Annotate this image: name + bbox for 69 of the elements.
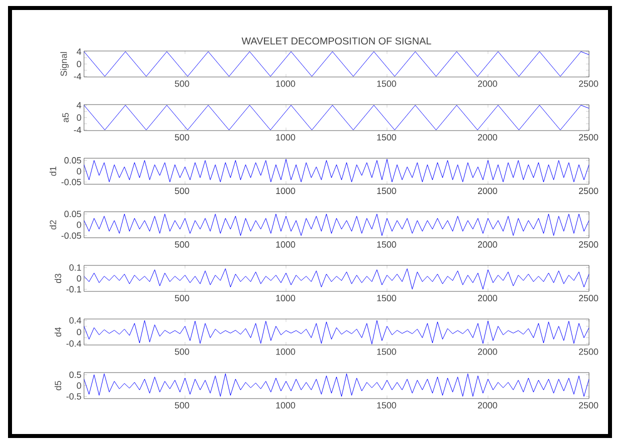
y-tick-label: 4 [76, 48, 82, 55]
x-tick-label: 2500 [578, 402, 598, 408]
y-tick-label: 4 [76, 102, 82, 108]
line-series [84, 373, 590, 397]
line-series [84, 268, 590, 290]
y-tick-label: 0.4 [69, 317, 82, 324]
x-tick-label: 2500 [578, 188, 598, 194]
x-tick-label: 1500 [377, 402, 396, 408]
line-series [84, 159, 590, 182]
x-tick-label: 1500 [377, 188, 396, 194]
y-tick-label: 0 [76, 222, 82, 228]
x-tick-label: 1500 [377, 241, 396, 248]
x-tick-label: 500 [174, 80, 190, 87]
y-axis-title: d4 [54, 327, 62, 337]
x-tick-label: 1500 [377, 134, 396, 140]
x-tick-label: 500 [174, 402, 190, 408]
y-tick-label: 0.1 [69, 264, 82, 271]
x-tick-label: 2000 [478, 80, 498, 87]
x-tick-label: 500 [174, 188, 190, 194]
y-tick-label: -0.05 [61, 232, 82, 239]
y-tick-label: -4 [74, 126, 82, 134]
x-tick-label: 2000 [478, 348, 498, 355]
y-tick-label: -0.05 [61, 178, 82, 186]
x-tick-label: 1500 [377, 348, 396, 355]
y-tick-label: 0 [76, 328, 82, 336]
y-tick-label: 0 [76, 168, 82, 174]
x-tick-label: 1000 [276, 294, 296, 302]
x-tick-label: 2000 [478, 294, 498, 302]
x-tick-label: 2000 [478, 402, 498, 408]
y-tick-label: -0.4 [66, 340, 82, 347]
x-tick-label: 1000 [276, 241, 296, 248]
y-tick-label: -0.1 [66, 286, 82, 292]
y-axis-title: a5 [62, 112, 69, 122]
x-tick-label: 2500 [578, 80, 598, 87]
x-tick-label: 1500 [377, 80, 396, 87]
x-tick-label: 2000 [478, 241, 498, 248]
x-tick-label: 500 [174, 294, 190, 302]
x-tick-label: 500 [174, 348, 190, 355]
y-tick-label: -4 [74, 73, 82, 80]
line-series [84, 320, 590, 344]
y-axis-title: Signal [60, 52, 69, 76]
x-tick-label: 500 [174, 241, 190, 248]
y-tick-label: 0.05 [64, 157, 82, 164]
y-tick-label: 0.05 [64, 210, 82, 218]
y-axis-title: d5 [54, 380, 62, 390]
chart-title: WAVELET DECOMPOSITION OF SIGNAL [242, 37, 432, 44]
x-tick-label: 1000 [276, 402, 296, 408]
y-axis-title: d1 [50, 166, 56, 176]
x-tick-label: 1000 [276, 134, 296, 140]
y-tick-label: 0.5 [69, 372, 82, 378]
x-tick-label: 1000 [276, 188, 296, 194]
x-tick-label: 2500 [578, 294, 598, 302]
x-tick-label: 2500 [578, 241, 598, 248]
x-tick-label: 1000 [276, 80, 296, 87]
x-tick-label: 500 [174, 134, 190, 140]
x-tick-label: 2500 [578, 134, 598, 140]
x-tick-label: 2000 [478, 188, 498, 194]
y-tick-label: 0 [76, 275, 82, 282]
y-axis-title: d2 [50, 220, 56, 230]
x-tick-label: 1500 [377, 294, 396, 302]
y-tick-label: 0 [76, 382, 82, 389]
line-series [84, 214, 590, 236]
y-tick-label: 0 [76, 60, 82, 68]
x-tick-label: 1000 [276, 348, 296, 355]
y-tick-label: -0.5 [66, 393, 82, 400]
y-axis-title: d3 [54, 274, 62, 284]
x-tick-label: 2500 [578, 348, 598, 355]
y-tick-label: 0 [76, 114, 82, 121]
x-tick-label: 2000 [478, 134, 498, 140]
